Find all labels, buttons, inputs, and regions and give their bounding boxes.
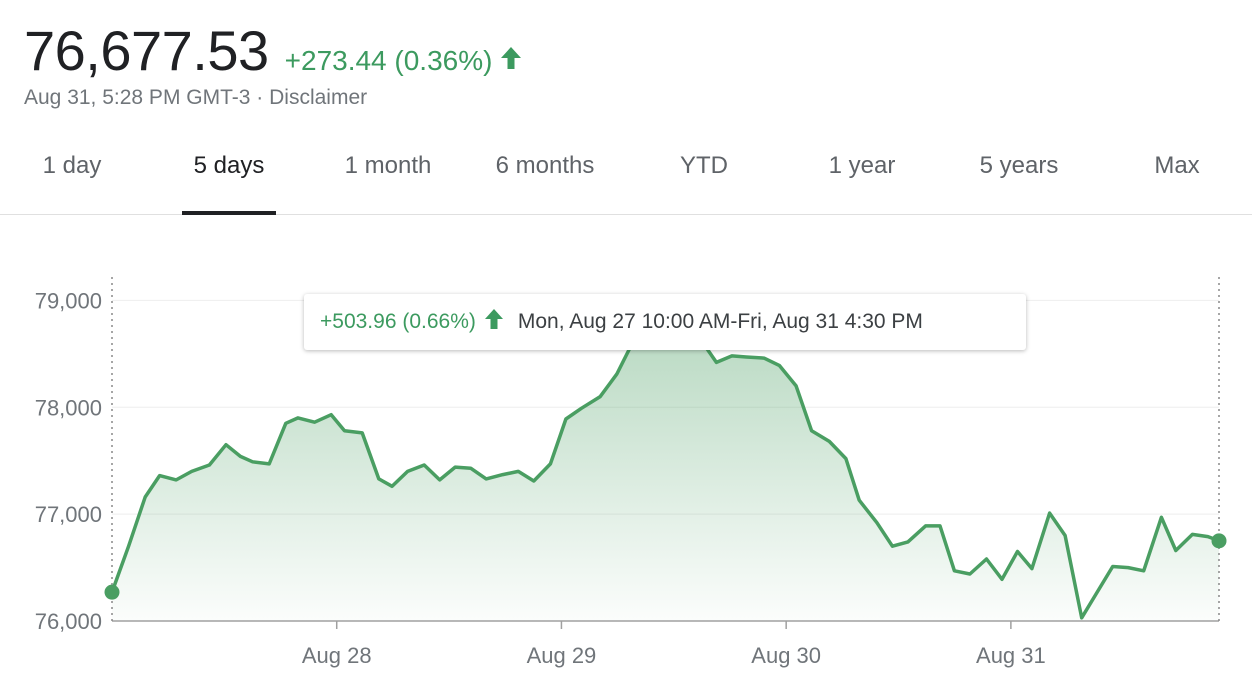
y-tick-label: 78,000 [35, 395, 102, 420]
tab-ytd[interactable]: YTD [664, 152, 744, 214]
price-change: +273.44 (0.36%) [285, 45, 523, 77]
price-change-value: +273.44 (0.36%) [284, 45, 493, 76]
tab-label: YTD [680, 152, 728, 179]
active-tab-indicator [182, 211, 276, 215]
tab-1-day[interactable]: 1 day [24, 152, 120, 214]
tab-6-months[interactable]: 6 months [484, 152, 606, 214]
tooltip-range: Mon, Aug 27 10:00 AM-Fri, Aug 31 4:30 PM [517, 310, 923, 333]
x-tick-label: Aug 30 [751, 643, 821, 668]
tab-5-days[interactable]: 5 days [182, 152, 276, 215]
price-chart[interactable]: 76,000 77,000 78,000 79,000 Aug 28 Aug 29 Aug … [0, 214, 1252, 692]
x-tick-label: Aug 29 [527, 643, 597, 668]
series-area [112, 334, 1219, 621]
price-row: 76,677.53 +273.44 (0.36%) [24, 20, 522, 82]
quote-header: 76,677.53 +273.44 (0.36%) Aug 31, 5:28 P… [24, 20, 522, 110]
disclaimer-link[interactable]: Disclaimer [269, 86, 368, 109]
x-tick-label: Aug 28 [302, 643, 372, 668]
tab-1-year[interactable]: 1 year [816, 152, 908, 214]
tab-label: 5 days [193, 152, 265, 179]
tab-label: 5 years [979, 152, 1059, 179]
timestamp: Aug 31, 5:28 PM GMT-3 [24, 86, 251, 109]
separator: · [256, 86, 264, 109]
tab-5-years[interactable]: 5 years [966, 152, 1072, 214]
x-tick-label: Aug 31 [976, 643, 1046, 668]
tab-label: 1 day [42, 152, 102, 179]
tab-label: 6 months [495, 152, 595, 179]
tab-label: Max [1154, 152, 1200, 179]
current-price: 76,677.53 [24, 19, 269, 82]
range-tabs: 1 day 5 days 1 month 6 months YTD 1 year… [0, 128, 1252, 215]
tab-max[interactable]: Max [1142, 152, 1212, 214]
tab-1-month[interactable]: 1 month [332, 152, 444, 214]
arrow-up-icon [484, 308, 504, 336]
tab-label: 1 month [344, 152, 432, 179]
start-point-marker [104, 584, 120, 600]
markers [104, 533, 1227, 600]
area-fill [112, 334, 1219, 621]
tooltip-change: +503.96 (0.66%) [320, 310, 476, 333]
y-tick-label: 77,000 [35, 502, 102, 527]
end-point-marker [1211, 533, 1227, 549]
tab-label: 1 year [828, 152, 896, 179]
quote-subline: Aug 31, 5:28 PM GMT-3 · Disclaimer [24, 86, 522, 110]
y-tick-label: 79,000 [35, 288, 102, 313]
range-tooltip: +503.96 (0.66%) Mon, Aug 27 10:00 AM-Fri… [304, 294, 1026, 350]
y-tick-label: 76,000 [35, 609, 102, 634]
arrow-up-icon [500, 45, 522, 77]
axes: 76,000 77,000 78,000 79,000 Aug 28 Aug 29 Aug … [35, 277, 1220, 668]
